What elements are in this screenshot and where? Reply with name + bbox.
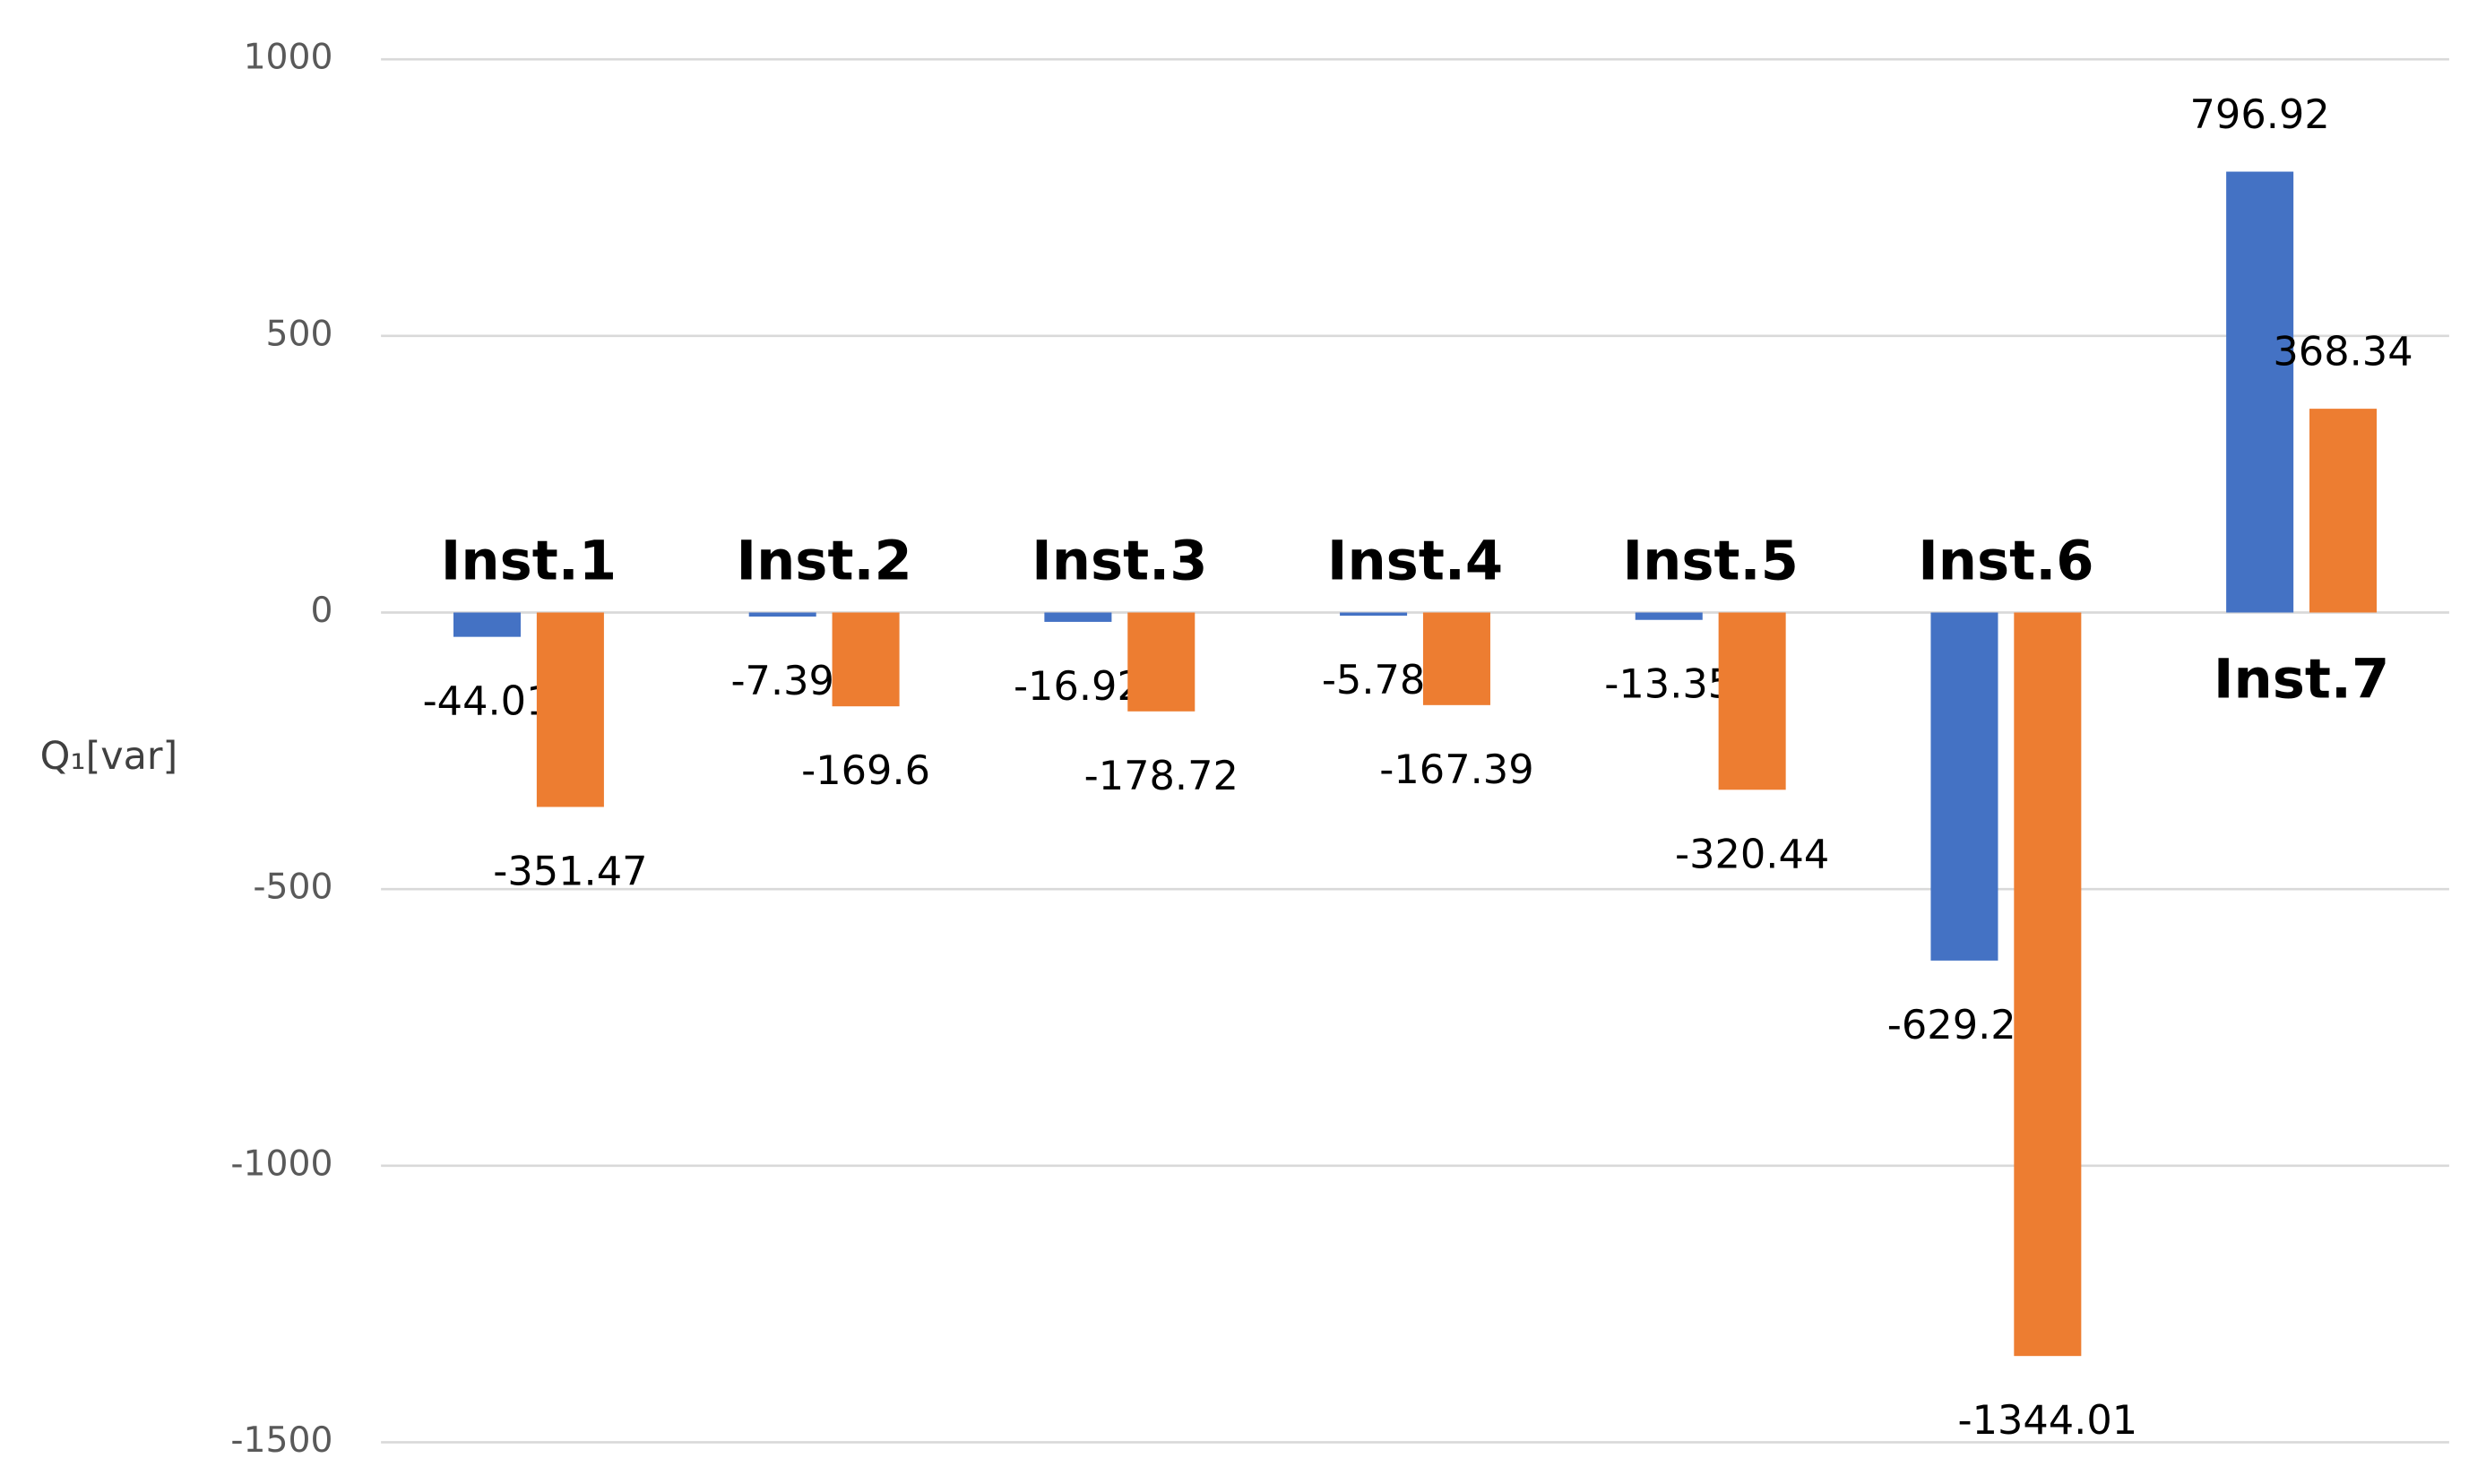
data-label: -13.35 [1604, 661, 1733, 708]
y-axis-label: Q₁[var] [40, 734, 178, 779]
data-label: -351.47 [493, 848, 647, 894]
data-label: 796.92 [2190, 91, 2330, 138]
category-label: Inst.2 [736, 531, 911, 593]
y-tick-label: -1000 [230, 1143, 332, 1184]
bar [832, 612, 900, 707]
bar [1930, 612, 1998, 961]
data-label: -169.6 [801, 747, 930, 794]
data-label: -44.01 [423, 678, 552, 725]
data-label: -178.72 [1084, 753, 1239, 799]
data-label: -7.39 [730, 658, 834, 704]
category-label: Inst.6 [1918, 531, 2093, 593]
data-label: 368.34 [2273, 328, 2413, 375]
data-label: -167.39 [1379, 746, 1533, 793]
data-label: -1344.01 [1957, 1397, 2137, 1444]
bar [1340, 612, 1408, 617]
y-tick-label: 0 [311, 591, 333, 631]
category-label: Inst.3 [1032, 531, 1207, 593]
bar [536, 612, 604, 807]
data-label: -16.92 [1014, 663, 1143, 710]
y-tick-label: 500 [266, 314, 333, 354]
category-label: Inst.5 [1623, 531, 1799, 593]
bar [1635, 612, 1703, 620]
bar [1044, 612, 1112, 622]
data-label: -5.78 [1322, 657, 1426, 703]
bar [2226, 171, 2294, 613]
data-label: -320.44 [1675, 831, 1829, 877]
bar [2309, 409, 2378, 613]
bar [1127, 612, 1196, 712]
category-label: Inst.1 [441, 531, 617, 593]
bar [1422, 612, 1490, 705]
category-label: Inst.7 [2214, 649, 2389, 712]
bar [748, 612, 816, 617]
bar [453, 612, 522, 637]
y-tick-label: 1000 [244, 38, 333, 78]
bar [2014, 612, 2082, 1357]
y-tick-label: -1500 [230, 1420, 332, 1461]
y-tick-label: -500 [253, 867, 332, 908]
bar [1718, 612, 1786, 790]
category-label: Inst.4 [1327, 531, 1503, 593]
